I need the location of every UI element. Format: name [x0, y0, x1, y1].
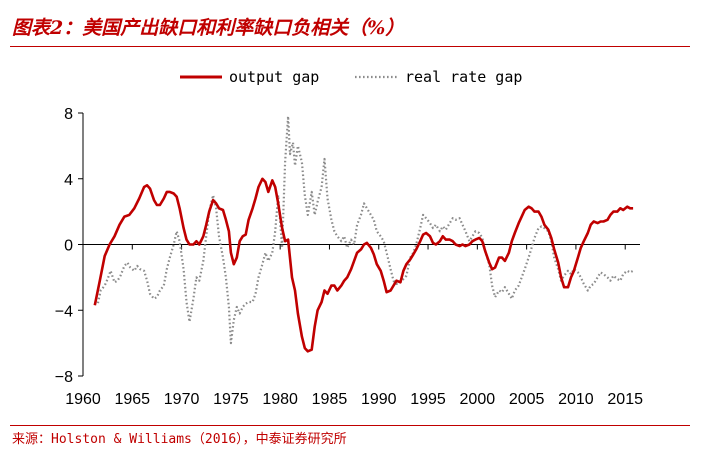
y-tick-label: 4 — [64, 172, 73, 189]
x-tick-label: 1970 — [164, 391, 200, 408]
y-tick-label: 8 — [64, 106, 73, 123]
chart-axes: −8 −4 0 4 8 1960 1965 1970 1975 1980 1985 1990 1995 2… — [55, 106, 643, 408]
y-tick-label: 0 — [64, 238, 73, 255]
series-line-real-rate-gap — [94, 115, 634, 345]
x-tick-label: 1965 — [114, 391, 150, 408]
footer-divider — [10, 425, 690, 426]
x-tick-label: 1980 — [262, 391, 298, 408]
x-tick-label: 2015 — [607, 391, 643, 408]
x-tick-label: 1995 — [410, 391, 446, 408]
source-note: 来源：Holston & Williams（2016），中泰证券研究所 — [12, 432, 347, 447]
x-tick-label: 2000 — [460, 391, 496, 408]
x-tick-label: 2010 — [558, 391, 594, 408]
x-tick-label: 2005 — [509, 391, 545, 408]
page-title: 图表2：美国产出缺口和利率缺口负相关（%） — [12, 17, 405, 39]
series-line-output-gap — [93, 177, 634, 353]
x-tick-label: 1985 — [312, 391, 348, 408]
x-tick-label: 1990 — [361, 391, 397, 408]
legend-label-real-rate-gap: real rate gap — [405, 68, 522, 86]
x-tick-label: 1960 — [65, 391, 101, 408]
chart-legend: output gap real rate gap — [180, 68, 522, 86]
title-divider — [10, 46, 690, 47]
x-tick-label: 1975 — [213, 391, 249, 408]
legend-label-output-gap: output gap — [229, 68, 319, 86]
y-tick-label: −8 — [55, 369, 73, 386]
chart-series — [93, 115, 634, 353]
y-tick-label: −4 — [55, 303, 73, 320]
